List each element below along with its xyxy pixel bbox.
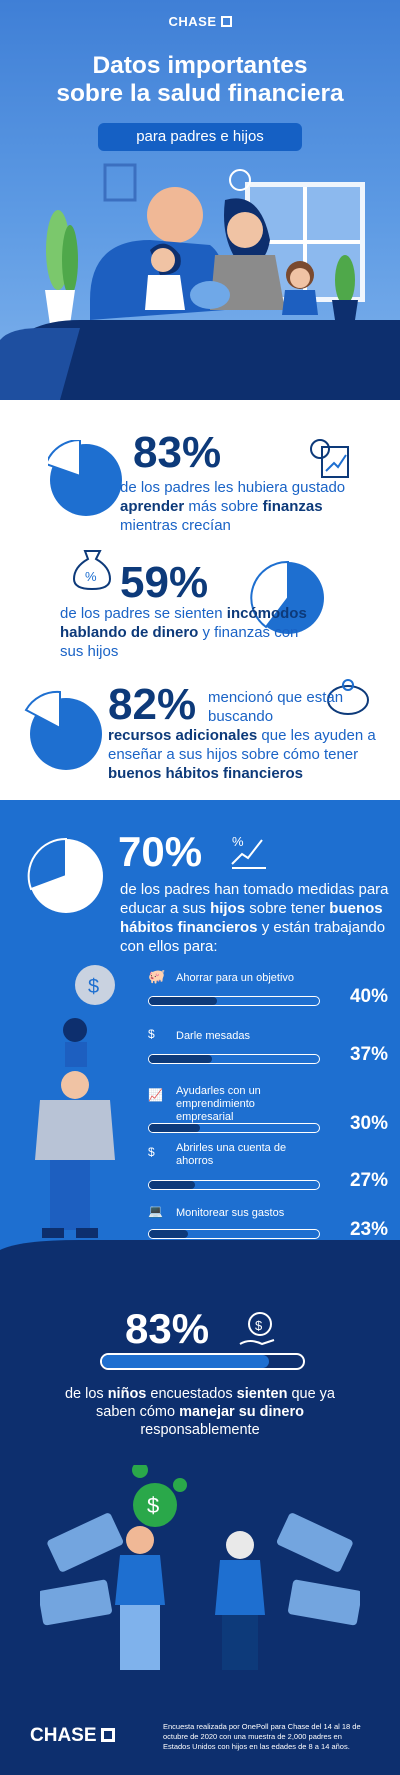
bar-track-cuenta — [148, 1180, 320, 1190]
kids-progress-bar — [100, 1353, 305, 1370]
bar-pct-cuenta: 27% — [349, 1170, 388, 1191]
blue-floor-shape — [0, 1240, 400, 1300]
page-title: Datos importantes sobre la salud financi… — [56, 52, 344, 107]
family-illustration — [0, 163, 400, 400]
bar-fill-mesadas — [149, 1055, 212, 1063]
svg-text:$: $ — [255, 1318, 263, 1333]
chase-logo-footer: CHASE — [30, 1725, 115, 1747]
svg-text:%: % — [85, 569, 97, 584]
chase-logo-top: CHASE — [0, 14, 400, 29]
bar-pct-gastos: 23% — [349, 1219, 388, 1240]
hero-section: CHASE Datos importantes sobre la salud f… — [0, 0, 400, 400]
hand-dollar-icon: $ — [239, 1312, 275, 1346]
laptop-chart-icon: 💻 — [148, 1204, 163, 1218]
svg-text:$: $ — [147, 1493, 159, 1518]
bar-row-emprendimiento: 📈 Ayudarles con un emprendimiento empres… — [148, 1085, 388, 1137]
svg-text:$: $ — [88, 976, 99, 998]
bar-row-cuenta: $ Abrirles una cuenta de ahorros 27% — [148, 1142, 388, 1194]
stat-70-value: 70% — [118, 828, 203, 875]
kids-progress-fill — [102, 1355, 269, 1368]
pie-chart-82 — [24, 690, 102, 770]
bar-row-gastos: 💻 Monitorear sus gastos 23% — [148, 1205, 388, 1245]
bar-label-emprendimiento: Ayudarles con un emprendimiento empresar… — [176, 1085, 261, 1123]
chase-octagon-icon — [220, 16, 232, 27]
money-bag-percent-icon: % — [72, 550, 112, 591]
piggy-bank-icon — [327, 679, 369, 715]
bar-label-mesadas: Darle mesadas — [176, 1030, 250, 1042]
chase-octagon-icon — [100, 1728, 115, 1742]
stat-59-text: de los padres se sienten incómodos habla… — [60, 605, 307, 660]
bar-row-mesadas: $ Darle mesadas 37% — [148, 1028, 388, 1068]
stat-83-kids-text: de los niños encuestados sienten que ya … — [64, 1386, 336, 1438]
bar-track-gastos — [148, 1229, 320, 1239]
bar-fill-cuenta — [149, 1181, 195, 1189]
stat-82-text-a: mencionó que están buscando — [208, 689, 344, 725]
bar-fill-ahorrar — [149, 997, 217, 1005]
bar-track-emprendimiento — [148, 1123, 320, 1133]
stat-83-text: de los padres les hubiera gustado aprend… — [120, 479, 346, 534]
survey-footnote: Encuesta realizada por OnePoll para Chas… — [163, 1722, 361, 1751]
stat-59-value: 59% — [120, 558, 209, 607]
hand-coin-icon: $ — [148, 1027, 155, 1041]
bar-track-mesadas — [148, 1054, 320, 1064]
piggy-bank-icon: 🐖 — [148, 968, 166, 984]
bar-pct-emprendimiento: 30% — [349, 1113, 388, 1134]
bar-label-cuenta: Abrirles una cuenta de ahorros — [176, 1142, 287, 1167]
bar-fill-gastos — [149, 1230, 189, 1238]
stat-82-text-b: recursos adicionales que les ayuden a en… — [108, 727, 376, 782]
pie-chart-83 — [48, 440, 122, 516]
svg-text:%: % — [232, 834, 244, 849]
bar-row-ahorrar: 🐖 Ahorrar para un objetivo 40% — [148, 968, 388, 1010]
bar-track-ahorrar — [148, 996, 320, 1006]
percent-chart-icon: % — [231, 834, 266, 869]
bar-fill-emprendimiento — [149, 1124, 200, 1132]
stat-82-value: 82% — [108, 680, 197, 729]
stat-70-text: de los padres han tomado medidas para ed… — [120, 881, 389, 955]
father-child-illustration: $ — [35, 965, 115, 1238]
subtitle-pill: para padres e hijos — [98, 123, 302, 151]
coins-icon: $ — [148, 1145, 155, 1159]
bar-pct-ahorrar: 40% — [349, 986, 388, 1007]
money-bag-chart-icon — [310, 439, 349, 478]
pie-chart-59 — [250, 560, 324, 634]
bar-pct-mesadas: 37% — [349, 1044, 388, 1065]
bar-label-gastos: Monitorear sus gastos — [176, 1207, 285, 1219]
stat-83-kids-value: 83% — [125, 1305, 210, 1352]
pie-chart-70 — [27, 837, 103, 913]
stat-83-value: 83% — [133, 428, 222, 477]
couple-money-illustration: $ — [40, 1465, 360, 1670]
bar-label-ahorrar: Ahorrar para un objetivo — [176, 972, 295, 984]
chart-icon: 📈 — [148, 1088, 163, 1102]
